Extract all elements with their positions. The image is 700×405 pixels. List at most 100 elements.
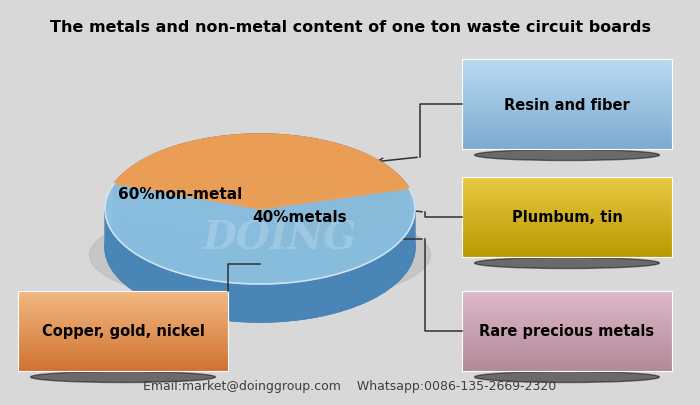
Bar [462, 60, 672, 63]
Bar [462, 337, 672, 339]
Bar [462, 78, 672, 81]
Bar [18, 369, 228, 371]
Bar [462, 75, 672, 78]
Bar [18, 299, 228, 302]
Bar [18, 358, 228, 360]
Bar [462, 111, 672, 114]
Bar [18, 347, 228, 350]
Bar [462, 220, 672, 223]
Bar [462, 126, 672, 129]
Bar [18, 323, 228, 326]
Bar [462, 93, 672, 96]
Bar [18, 363, 228, 366]
Bar [18, 310, 228, 313]
Bar [462, 226, 672, 228]
Bar [462, 249, 672, 252]
Bar [462, 307, 672, 310]
Bar [462, 323, 672, 326]
Bar [18, 366, 228, 369]
Bar [462, 369, 672, 371]
Polygon shape [260, 189, 409, 247]
Bar [462, 102, 672, 105]
Bar [462, 132, 672, 135]
Bar [462, 69, 672, 72]
Bar [462, 244, 672, 247]
Bar [18, 360, 228, 363]
Bar [18, 294, 228, 296]
Text: 60%non-metal: 60%non-metal [118, 187, 242, 202]
Bar [462, 320, 672, 323]
Bar [462, 81, 672, 84]
Ellipse shape [105, 173, 415, 322]
Bar [462, 302, 672, 305]
Bar [462, 342, 672, 345]
Bar [462, 188, 672, 191]
Bar [462, 72, 672, 75]
Bar [462, 241, 672, 244]
Bar [462, 255, 672, 257]
Bar [462, 144, 672, 147]
Bar [462, 328, 672, 331]
Bar [462, 180, 672, 183]
Bar [462, 239, 672, 241]
Bar [462, 345, 672, 347]
Bar [462, 350, 672, 352]
Bar [18, 345, 228, 347]
Bar [462, 196, 672, 199]
Bar [462, 231, 672, 233]
Bar [462, 96, 672, 99]
Bar [18, 291, 228, 371]
Text: The metals and non-metal content of one ton waste circuit boards: The metals and non-metal content of one … [50, 20, 650, 35]
Bar [462, 296, 672, 299]
Text: Copper, gold, nickel: Copper, gold, nickel [41, 324, 204, 339]
Bar [462, 236, 672, 239]
Bar [462, 177, 672, 180]
Text: Resin and fiber: Resin and fiber [504, 97, 630, 112]
Bar [462, 117, 672, 120]
Ellipse shape [31, 371, 216, 383]
Bar [18, 334, 228, 337]
Bar [462, 105, 672, 108]
Text: 40%metals: 40%metals [253, 210, 347, 225]
Ellipse shape [475, 258, 659, 269]
Bar [462, 228, 672, 231]
Bar [462, 108, 672, 111]
Bar [462, 291, 672, 371]
Bar [462, 138, 672, 141]
Bar [18, 339, 228, 342]
Bar [462, 194, 672, 196]
Bar [462, 339, 672, 342]
Text: Rare precious metals: Rare precious metals [480, 324, 654, 339]
Bar [18, 355, 228, 358]
Bar [462, 114, 672, 117]
Bar [18, 342, 228, 345]
Bar [18, 313, 228, 315]
Bar [462, 313, 672, 315]
Bar [18, 350, 228, 352]
Bar [462, 315, 672, 318]
Bar [462, 233, 672, 236]
Bar [462, 217, 672, 220]
Bar [462, 147, 672, 149]
Bar [462, 310, 672, 313]
Bar [462, 66, 672, 69]
Bar [18, 296, 228, 299]
Bar [462, 215, 672, 217]
Bar [462, 326, 672, 328]
Bar [462, 123, 672, 126]
Bar [462, 347, 672, 350]
Ellipse shape [475, 150, 659, 161]
Bar [462, 87, 672, 90]
Bar [462, 183, 672, 185]
Text: Email:market@doinggroup.com    Whatsapp:0086-135-2669-2320: Email:market@doinggroup.com Whatsapp:008… [144, 379, 556, 392]
Bar [18, 305, 228, 307]
Bar [18, 315, 228, 318]
Polygon shape [105, 209, 415, 322]
Bar [462, 294, 672, 296]
Bar [462, 209, 672, 212]
Bar [18, 318, 228, 320]
Bar [462, 141, 672, 144]
Bar [462, 305, 672, 307]
Bar [462, 247, 672, 249]
Polygon shape [114, 135, 409, 209]
